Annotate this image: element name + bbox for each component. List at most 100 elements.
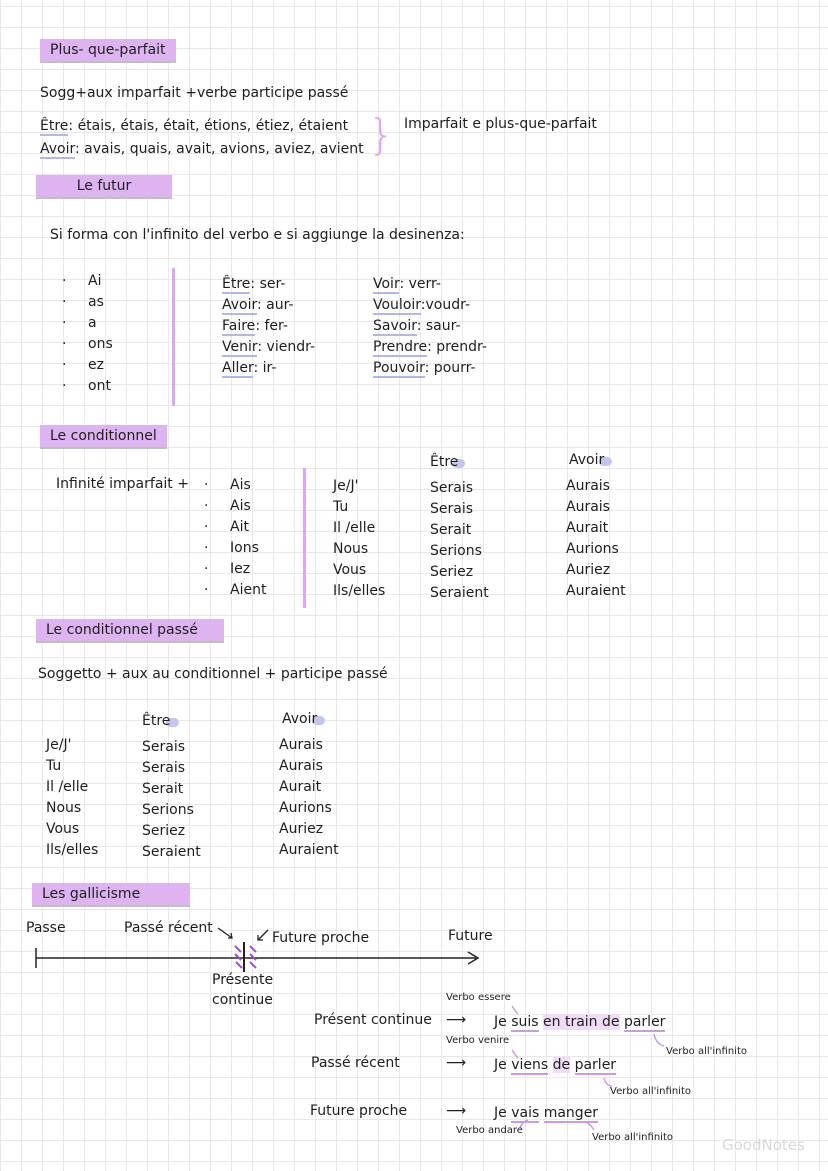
formula: Sogg+aux imparfait +verbe participe pass… [40, 85, 349, 101]
stem: : pourr- [424, 360, 476, 376]
heading-conditionnel-passe: Le conditionnel passé [36, 619, 224, 641]
stem: : viendr- [257, 339, 316, 355]
label-future-proche: Future proche [272, 930, 370, 946]
etre-form: Seriez [142, 823, 186, 839]
avoir-form: Aurais [279, 737, 323, 753]
etre-form: Serais [430, 501, 474, 517]
verb: Savoir [373, 318, 417, 336]
infinitive: parler [623, 1014, 666, 1032]
example-sentence: Je vais manger [494, 1104, 599, 1123]
avoir-form: Aurais [566, 499, 610, 515]
annotation: Verbo all'infinito [610, 1086, 691, 1097]
verb: Aller [222, 360, 254, 378]
ending: Aient [230, 582, 267, 598]
bullet-icon: · [62, 315, 67, 331]
avoir-form: Aurions [566, 541, 619, 557]
brace-icon: } [368, 110, 395, 159]
stem: : ser- [250, 276, 286, 292]
ending: ons [88, 336, 113, 352]
arrow-icon: ⟶ [446, 1055, 467, 1071]
pronoun: Tu [333, 499, 349, 515]
col-avoir-label: Avoir [282, 711, 318, 727]
arrow-icon: ⟶ [446, 1103, 467, 1119]
cp-rule: Soggetto + aux au conditionnel + partici… [38, 666, 388, 682]
stem: :voudr- [420, 297, 471, 313]
etre-form: Seriez [430, 564, 474, 580]
etre-form: Serait [142, 781, 184, 797]
ending: Ais [230, 477, 251, 493]
bullet-icon: · [204, 561, 209, 577]
subject: Je [494, 1105, 507, 1121]
pronoun: Il /elle [46, 779, 89, 795]
ending: Ions [230, 540, 259, 556]
label-presente: Présente [212, 972, 274, 988]
etre-line: Être: étais, étais, était, étions, étiez… [40, 117, 348, 136]
verb: Venir [222, 339, 258, 357]
pronoun: Il /elle [333, 520, 376, 536]
pronoun: Je/J' [333, 478, 359, 494]
label-passe-recent: Passé récent [124, 920, 213, 936]
bullet-icon: · [62, 336, 67, 352]
verb: Voir [373, 276, 400, 294]
stem: : verr- [399, 276, 441, 292]
etre-form: Serions [430, 543, 482, 559]
ending: ont [88, 378, 111, 394]
verb: Avoir [222, 297, 258, 315]
ending: ez [88, 357, 104, 373]
avoir-form: Auriez [279, 821, 324, 837]
bullet-icon: · [62, 273, 67, 289]
aux-verb: vais [511, 1105, 540, 1123]
stem: : saur- [416, 318, 461, 334]
pronoun: Ils/elles [333, 583, 386, 599]
example-sentence: Je viens de parler [494, 1056, 617, 1075]
avoir-form: Aurais [566, 478, 610, 494]
etre-label: Être [40, 118, 69, 136]
bullet-icon: · [204, 582, 209, 598]
ending: as [88, 294, 104, 310]
label-continue: continue [212, 992, 273, 1008]
watermark: GoodNotes [722, 1136, 805, 1154]
connector: de [552, 1057, 571, 1073]
annotation: Verbo all'infinito [666, 1046, 747, 1057]
etre-form: Serais [142, 760, 186, 776]
gallicisme-label: Future proche [310, 1103, 408, 1119]
stem-item: Avoir: aur- [222, 296, 294, 315]
futur-rule: Si forma con l'infinito del verbo e si a… [50, 227, 465, 243]
example-sentence: Je suis en train de parler [494, 1013, 666, 1032]
etre-form: Serais [142, 739, 186, 755]
label-future: Future [448, 928, 493, 944]
col-avoir-label: Avoir [569, 452, 605, 468]
col-etre-label: Être [430, 454, 459, 470]
bullet-icon: · [62, 357, 67, 373]
heading-gallicisme: Les gallicisme [32, 883, 190, 905]
avoir-label: Avoir [40, 141, 76, 159]
cond-rule: Infinité imparfait + [56, 476, 189, 492]
bullet-icon: · [62, 378, 67, 394]
verb: Prendre [373, 339, 428, 357]
avoir-form: Aurais [279, 758, 323, 774]
avoir-form: Aurait [566, 520, 609, 536]
pronoun: Ils/elles [46, 842, 99, 858]
ending: a [88, 315, 97, 331]
aux-verb: viens [511, 1057, 549, 1075]
stem-item: Vouloir:voudr- [373, 296, 471, 315]
pronoun: Nous [333, 541, 369, 557]
etre-form: Serait [430, 522, 472, 538]
annotation: Verbo essere [446, 992, 511, 1003]
stem-item: Faire: fer- [222, 317, 288, 336]
divider [303, 468, 306, 608]
stem: : prendr- [427, 339, 487, 355]
gallicisme-label: Passé récent [311, 1055, 400, 1071]
heading-conditionnel: Le conditionnel [40, 425, 167, 447]
stem-item: Pouvoir: pourr- [373, 359, 476, 378]
stem: : aur- [257, 297, 294, 313]
avoir-line: Avoir: avais, quais, avait, avions, avie… [40, 140, 364, 159]
col-etre-label: Être [142, 713, 171, 729]
etre-form: Serions [142, 802, 194, 818]
bullet-icon: · [204, 540, 209, 556]
gallicisme-label: Présent continue [314, 1012, 432, 1028]
pronoun: Vous [46, 821, 80, 837]
avoir-form: Aurait [279, 779, 322, 795]
connector: en train de [543, 1014, 620, 1030]
